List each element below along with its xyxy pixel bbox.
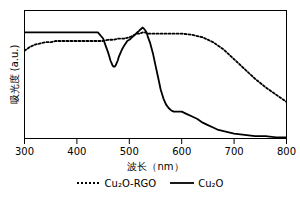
svg-text:波长（nm）: 波长（nm） xyxy=(127,161,183,172)
svg-text:300: 300 xyxy=(15,146,34,157)
html-text:Cu₂O: Cu₂O xyxy=(198,177,224,189)
svg-text:吸光度 (a.u.): 吸光度 (a.u.) xyxy=(9,45,20,105)
svg-text:400: 400 xyxy=(67,146,86,157)
svg-text:700: 700 xyxy=(225,146,244,157)
svg-text:500: 500 xyxy=(120,146,139,157)
svg-text:600: 600 xyxy=(172,146,191,157)
svg-text:800: 800 xyxy=(277,146,296,157)
html-text:Cu₂O-RGO: Cu₂O-RGO xyxy=(104,177,157,189)
